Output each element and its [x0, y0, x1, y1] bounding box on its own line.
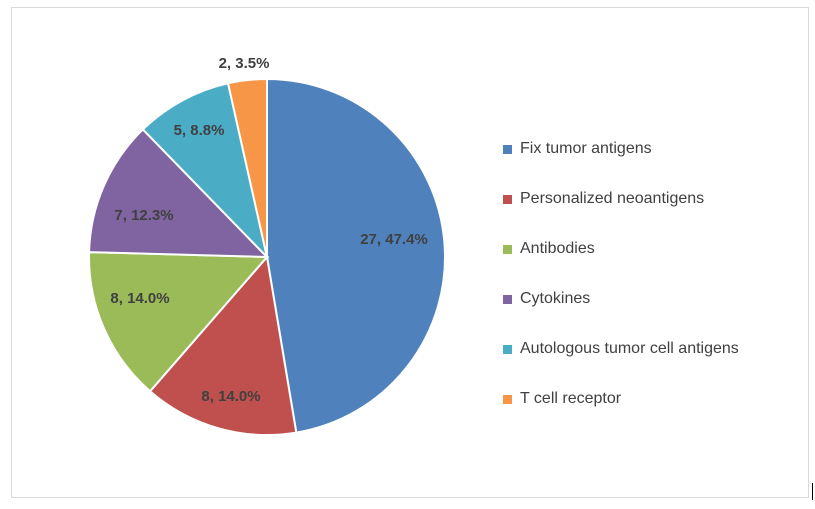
- data-label-3: 8, 14.0%: [110, 290, 169, 307]
- data-label-6: 2, 3.5%: [219, 55, 270, 72]
- data-label-4: 7, 12.3%: [114, 207, 173, 224]
- data-label-1: 27, 47.4%: [360, 231, 428, 248]
- data-label-5: 5, 8.8%: [174, 122, 225, 139]
- pie-slice-3: [88, 251, 270, 393]
- legend-item-5: Autologous tumor cell antigens: [503, 324, 739, 374]
- data-label-2: 8, 14.0%: [201, 388, 260, 405]
- pie-slice-4: [88, 127, 270, 259]
- pie-slice-6: [226, 77, 268, 258]
- pie-slice-1: [266, 77, 446, 434]
- pie-slice-5: [141, 82, 269, 261]
- legend-item-6: T cell receptor: [503, 374, 739, 424]
- legend-item-4: Cytokines: [503, 274, 739, 324]
- text-cursor: [812, 483, 813, 500]
- legend-label-3: Antibodies: [520, 240, 595, 257]
- legend-label-4: Cytokines: [520, 290, 591, 307]
- legend-item-2: Personalized neoantigens: [503, 174, 739, 224]
- chart-legend: Fix tumor antigens Personalized neoantige…: [503, 124, 739, 424]
- legend-swatch-4: [503, 294, 512, 304]
- legend-swatch-5: [503, 344, 512, 354]
- legend-item-1: Fix tumor antigens: [503, 124, 739, 174]
- legend-swatch-2: [503, 194, 512, 204]
- legend-item-3: Antibodies: [503, 224, 739, 274]
- legend-swatch-3: [503, 244, 512, 254]
- legend-label-2: Personalized neoantigens: [520, 190, 705, 207]
- legend-label-1: Fix tumor antigens: [520, 140, 652, 157]
- legend-swatch-6: [503, 394, 512, 404]
- legend-label-6: T cell receptor: [520, 390, 622, 407]
- legend-swatch-1: [503, 144, 512, 154]
- pie-slice-2: [148, 254, 298, 436]
- legend-label-5: Autologous tumor cell antigens: [520, 340, 739, 357]
